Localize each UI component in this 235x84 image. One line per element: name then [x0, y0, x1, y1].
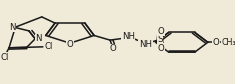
Text: N: N — [35, 34, 42, 43]
Text: O: O — [158, 27, 164, 36]
Text: O: O — [67, 40, 73, 49]
Text: CH₃: CH₃ — [222, 38, 235, 47]
Text: Cl: Cl — [45, 42, 53, 51]
Text: NH: NH — [122, 32, 135, 41]
Text: N: N — [9, 23, 16, 32]
Text: O: O — [212, 38, 219, 47]
Text: S: S — [157, 35, 163, 44]
Text: Cl: Cl — [1, 53, 9, 62]
Text: O: O — [158, 44, 164, 52]
Text: NH: NH — [139, 40, 152, 49]
Text: O: O — [109, 44, 116, 53]
